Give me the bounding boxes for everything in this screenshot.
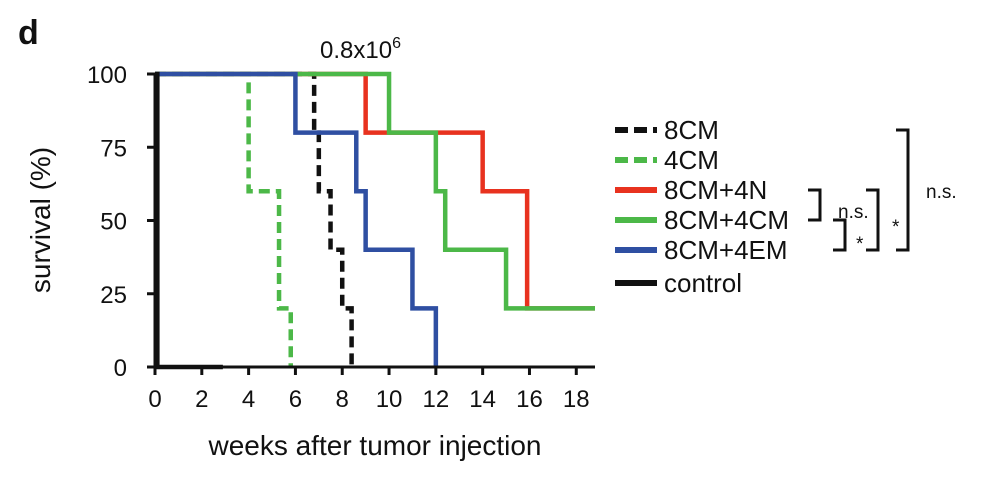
- series-line-8cm: [155, 71, 354, 367]
- chart-title-main: 0.8x10: [320, 37, 392, 64]
- legend-label-control: control: [664, 268, 742, 298]
- series-line-control: [155, 71, 223, 370]
- significance-bracket-1: [808, 188, 822, 222]
- significance-label-1: n.s.: [838, 202, 869, 223]
- significance-bracket-3: [866, 188, 880, 252]
- series-line-8cm-plus-4n: [155, 71, 595, 311]
- x-tick-label-2: 2: [195, 386, 208, 413]
- series-line-8cm-plus-4em: [155, 71, 439, 367]
- significance-label-3: *: [892, 217, 900, 238]
- series-line-8cm-plus-4cm: [155, 71, 595, 311]
- x-tick-label-8: 8: [336, 386, 349, 413]
- significance-bracket-2: [833, 218, 847, 252]
- axes-layer: 0 2 4 6 8 10 12 14 16 18 0 25 50 75 100: [87, 62, 595, 413]
- significance-label-2: *: [856, 234, 864, 255]
- y-tick-label-50: 50: [100, 209, 127, 236]
- significance-bracket-4: [896, 128, 910, 252]
- x-tick-label-18: 18: [563, 386, 590, 413]
- x-tick-label-14: 14: [469, 386, 496, 413]
- series-layer: [155, 71, 595, 370]
- x-tick-label-12: 12: [422, 386, 449, 413]
- y-axis-label: survival (%): [25, 147, 56, 293]
- significance-label-4: n.s.: [926, 182, 957, 203]
- x-tick-label-0: 0: [148, 386, 161, 413]
- y-tick-label-0: 0: [114, 355, 127, 382]
- chart-title: 0.8x106: [320, 35, 401, 64]
- legend-label-4cm: 4CM: [664, 145, 719, 175]
- y-tick-label-75: 75: [100, 135, 127, 162]
- panel-label: d: [18, 14, 39, 52]
- x-tick-label-4: 4: [242, 386, 255, 413]
- significance-brackets: n.s. * * n.s.: [808, 128, 957, 255]
- legend-label-8cm-plus-4em: 8CM+4EM: [664, 235, 788, 265]
- x-tick-label-10: 10: [376, 386, 403, 413]
- x-axis-label: weeks after tumor injection: [207, 430, 541, 461]
- x-tick-label-16: 16: [516, 386, 543, 413]
- legend-label-8cm: 8CM: [664, 115, 719, 145]
- legend-label-8cm-plus-4cm: 8CM+4CM: [664, 205, 789, 235]
- x-tick-label-6: 6: [289, 386, 302, 413]
- y-tick-label-25: 25: [100, 282, 127, 309]
- series-line-4cm: [155, 71, 293, 367]
- y-tick-label-100: 100: [87, 62, 127, 89]
- chart-title-superscript: 6: [392, 35, 401, 52]
- legend-label-8cm-plus-4n: 8CM+4N: [664, 175, 767, 205]
